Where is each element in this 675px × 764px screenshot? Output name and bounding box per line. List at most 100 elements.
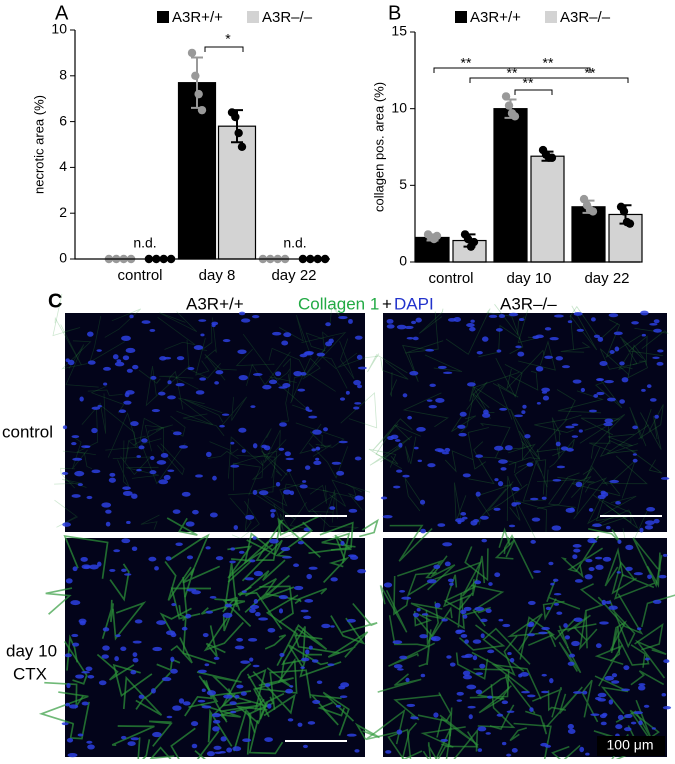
nucleus	[304, 465, 311, 470]
nucleus	[456, 629, 466, 633]
nucleus	[275, 371, 282, 377]
nucleus	[156, 460, 167, 465]
nucleus	[427, 463, 436, 468]
collagen-fiber	[327, 631, 369, 658]
collagen-fiber	[556, 389, 582, 421]
collagen-fiber	[607, 433, 635, 447]
data-point	[619, 207, 629, 216]
collagen-fiber	[402, 392, 449, 428]
collagen-fiber	[509, 727, 528, 742]
nucleus	[568, 653, 576, 658]
nucleus	[585, 752, 590, 756]
nucleus	[621, 377, 629, 383]
nucleus	[240, 660, 250, 664]
collagen-fiber	[261, 482, 305, 507]
nucleus	[411, 320, 417, 325]
nucleus	[476, 351, 483, 355]
nucleus	[401, 596, 412, 600]
nucleus	[165, 630, 176, 636]
x-tick-label: control	[117, 267, 162, 284]
y-axis-label: collagen pos. area (%)	[371, 82, 386, 212]
collagen-fiber	[573, 477, 608, 520]
legend-swatch	[157, 11, 169, 23]
collagen-fiber	[630, 644, 646, 668]
nucleus	[383, 582, 393, 588]
nucleus	[494, 572, 501, 578]
collagen-fiber	[591, 494, 639, 529]
y-tick-label: 10	[391, 99, 407, 115]
nucleus	[197, 699, 206, 703]
collagen-fiber	[329, 479, 371, 507]
collagen-fiber	[442, 574, 471, 608]
collagen-fiber	[393, 575, 410, 616]
collagen-fiber	[388, 642, 436, 667]
collagen-fiber	[472, 385, 511, 413]
nucleus	[122, 490, 133, 496]
nucleus	[571, 423, 579, 427]
nucleus	[532, 335, 540, 340]
nucleus	[653, 319, 660, 324]
nucleus	[311, 448, 316, 452]
nucleus	[91, 406, 101, 410]
collagen-fiber	[111, 725, 155, 747]
nucleus	[447, 578, 454, 583]
nucleus	[185, 613, 192, 619]
nucleus	[325, 322, 331, 327]
collagen-fiber	[579, 583, 604, 612]
nucleus	[102, 627, 110, 632]
bar	[530, 155, 565, 263]
nucleus	[624, 714, 633, 719]
nucleus	[573, 617, 583, 622]
collagen-fiber	[534, 418, 574, 433]
nucleus	[614, 346, 620, 352]
collagen-fiber	[279, 314, 312, 358]
collagen-fiber	[144, 424, 164, 452]
nucleus	[230, 441, 235, 445]
collagen-fiber	[580, 417, 620, 436]
nucleus	[658, 574, 667, 579]
nucleus	[590, 317, 596, 322]
nucleus	[601, 599, 607, 606]
nucleus	[572, 379, 582, 384]
collagen-fiber	[341, 602, 378, 634]
collagen-fiber	[149, 720, 173, 747]
nucleus	[632, 453, 638, 456]
nucleus	[214, 751, 223, 754]
collagen-fiber	[157, 443, 185, 476]
nucleus	[120, 646, 127, 652]
nucleus	[112, 354, 119, 360]
nucleus	[494, 445, 504, 451]
nucleus	[209, 512, 218, 518]
nucleus	[593, 394, 599, 398]
nucleus	[306, 573, 312, 580]
collagen-fiber	[248, 720, 284, 755]
collagen-fiber	[135, 672, 172, 710]
micrograph	[52, 293, 379, 542]
collagen-fiber	[507, 443, 536, 461]
nucleus	[278, 595, 288, 600]
nucleus	[518, 317, 525, 322]
collagen-fiber	[307, 493, 338, 519]
collagen-fiber	[510, 370, 539, 391]
collagen-fiber	[159, 311, 198, 333]
nucleus	[571, 435, 579, 438]
nucleus	[285, 457, 294, 461]
collagen-fiber	[170, 727, 196, 764]
nucleus	[193, 345, 204, 350]
nucleus	[443, 371, 453, 375]
nucleus	[71, 442, 77, 446]
nucleus	[171, 603, 177, 607]
nucleus	[600, 721, 607, 726]
y-tick-label: 10	[51, 21, 67, 37]
collagen-fiber	[231, 500, 260, 539]
nucleus	[409, 371, 419, 376]
collagen-fiber	[207, 450, 239, 460]
collagen-fiber	[252, 671, 296, 717]
nucleus	[312, 699, 321, 704]
nucleus	[441, 618, 448, 622]
nucleus	[65, 578, 73, 584]
collagen-fiber	[126, 466, 159, 479]
nucleus	[121, 735, 127, 740]
collagen-fiber	[105, 412, 139, 458]
collagen-fiber	[375, 425, 399, 465]
